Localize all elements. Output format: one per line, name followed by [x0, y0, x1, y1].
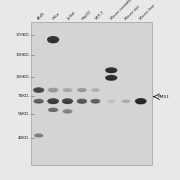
Text: HeLa: HeLa	[52, 11, 61, 21]
Text: MCF-7: MCF-7	[94, 10, 105, 21]
Ellipse shape	[63, 102, 72, 104]
Text: PMS1: PMS1	[157, 95, 169, 99]
Text: HepG2: HepG2	[80, 9, 92, 21]
Text: 70KD-: 70KD-	[18, 94, 31, 98]
Ellipse shape	[105, 67, 117, 73]
Ellipse shape	[106, 71, 116, 73]
Text: Mouse eye: Mouse eye	[125, 4, 141, 21]
Text: Mouse liver: Mouse liver	[139, 3, 157, 21]
Ellipse shape	[48, 108, 58, 112]
Text: Mouse craniofacial: Mouse craniofacial	[110, 0, 137, 21]
Ellipse shape	[77, 101, 86, 104]
Ellipse shape	[34, 133, 43, 137]
Ellipse shape	[48, 90, 58, 93]
Ellipse shape	[49, 110, 58, 112]
Ellipse shape	[47, 36, 59, 43]
Ellipse shape	[62, 98, 73, 104]
Ellipse shape	[122, 101, 130, 103]
Ellipse shape	[48, 102, 58, 104]
Ellipse shape	[122, 99, 130, 103]
Text: A549: A549	[37, 11, 47, 21]
Ellipse shape	[47, 98, 59, 104]
Ellipse shape	[35, 136, 43, 138]
Ellipse shape	[136, 102, 146, 105]
Ellipse shape	[135, 98, 147, 104]
Ellipse shape	[107, 100, 115, 103]
Ellipse shape	[105, 75, 117, 81]
Text: 40KD-: 40KD-	[18, 136, 31, 140]
Ellipse shape	[77, 88, 87, 92]
Ellipse shape	[91, 101, 100, 104]
Ellipse shape	[34, 101, 43, 104]
Text: 100KD-: 100KD-	[16, 75, 31, 78]
Ellipse shape	[91, 99, 100, 103]
Bar	[31, 22, 152, 165]
Text: 55KD-: 55KD-	[18, 112, 31, 116]
Ellipse shape	[34, 90, 43, 93]
Ellipse shape	[48, 88, 58, 92]
Ellipse shape	[63, 111, 72, 114]
Text: Jurkat: Jurkat	[66, 10, 76, 21]
Ellipse shape	[63, 88, 72, 92]
Ellipse shape	[33, 99, 44, 103]
Text: 130KD-: 130KD-	[16, 53, 31, 57]
Ellipse shape	[33, 87, 44, 93]
Ellipse shape	[63, 90, 72, 92]
Ellipse shape	[78, 90, 86, 92]
Ellipse shape	[48, 40, 58, 44]
Ellipse shape	[77, 99, 87, 104]
Ellipse shape	[106, 78, 116, 81]
Ellipse shape	[91, 88, 100, 92]
Text: 170KD-: 170KD-	[16, 33, 31, 37]
Ellipse shape	[92, 90, 99, 92]
Ellipse shape	[108, 101, 115, 103]
Ellipse shape	[63, 109, 72, 113]
